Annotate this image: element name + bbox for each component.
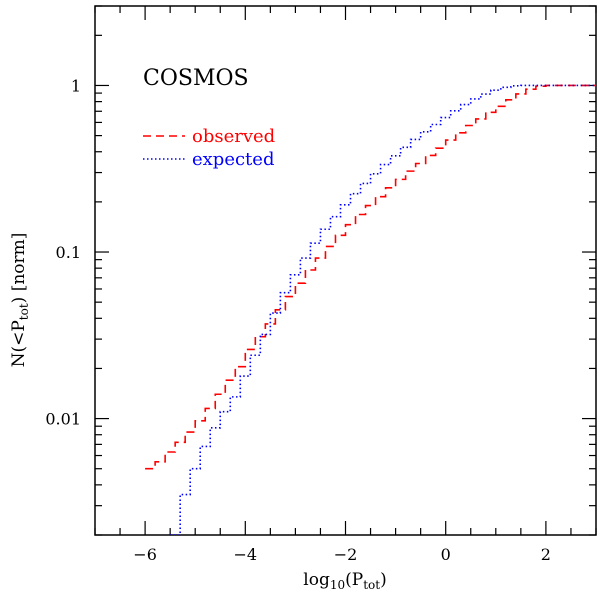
y-axis-title-prefix: N(<P <box>9 320 29 367</box>
x-axis-title-base-sub: 10 <box>330 578 345 592</box>
legend: observed expected <box>143 126 275 170</box>
y-axis-title: N(<Ptot) [norm] <box>9 233 31 368</box>
x-tick-label: 2 <box>541 545 551 564</box>
legend-label-expected: expected <box>192 149 274 170</box>
x-tick-label: −4 <box>234 545 258 564</box>
x-axis-title: log10(Ptot) <box>303 570 386 592</box>
y-axis-title-var-sub: tot <box>17 303 31 320</box>
axis-tick-labels: −6 −4 −2 0 2 0.01 0.1 1 <box>45 76 551 564</box>
x-tick-label: −2 <box>334 545 358 564</box>
series-line-expected <box>170 84 596 535</box>
x-tick-label: −6 <box>133 545 157 564</box>
axis-ticks <box>94 5 597 536</box>
y-tick-label: 0.1 <box>56 243 81 262</box>
x-axis-title-close: ) <box>380 570 387 590</box>
series-line-observed <box>145 84 596 470</box>
x-axis-title-base: log <box>303 570 330 590</box>
series-layer <box>145 84 596 535</box>
x-axis-title-var-sub: tot <box>363 578 380 592</box>
x-tick-label: 0 <box>441 545 451 564</box>
y-axis-title-suffix: ) [norm] <box>9 233 29 304</box>
panel-label: COSMOS <box>143 66 249 91</box>
y-tick-label: 1 <box>71 76 81 95</box>
x-axis-title-open: (P <box>345 570 363 590</box>
legend-label-observed: observed <box>192 126 275 147</box>
y-tick-label: 0.01 <box>45 410 81 429</box>
